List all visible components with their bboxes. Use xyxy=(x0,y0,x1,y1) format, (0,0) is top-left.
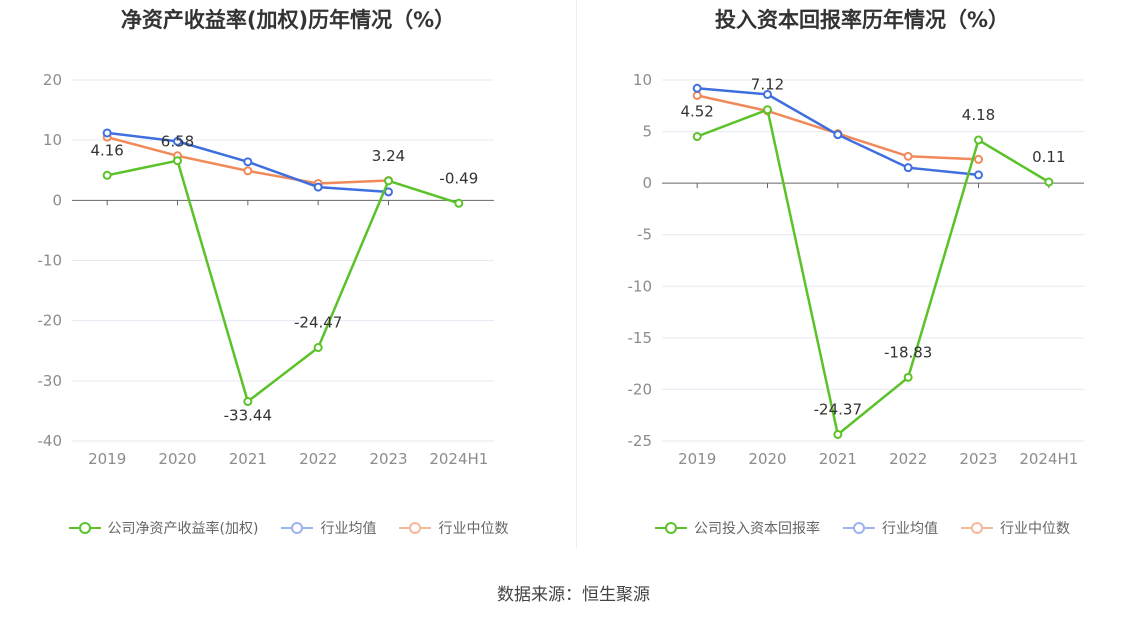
data-point-company xyxy=(1044,177,1054,187)
data-point-industry_avg xyxy=(763,89,772,99)
data-label: 7.12 xyxy=(751,76,784,94)
x-tick-label: 2020 xyxy=(748,450,786,468)
legend-avg-marker-icon xyxy=(281,522,314,534)
y-tick-label: -10 xyxy=(628,277,653,295)
roic-chart-panel: 投入资本回报率历年情况（%） 10 5 0 -5 -10 -15 -20 -25 2019 202… xyxy=(577,0,1147,560)
y-tick-label: -15 xyxy=(628,329,653,347)
x-tick-label: 2019 xyxy=(88,450,126,468)
data-point-company xyxy=(763,105,772,115)
data-label: -33.44 xyxy=(224,407,272,425)
x-tick-label: 2024H1 xyxy=(1019,450,1078,468)
legend-company-marker-icon xyxy=(655,522,687,534)
chart-legend: 公司投入资本回报率 行业均值 行业中位数 xyxy=(577,518,1147,538)
data-point-company xyxy=(313,343,323,353)
series-line-industry_median xyxy=(696,94,979,161)
x-tick-label: 2021 xyxy=(229,450,267,468)
legend-item-company[interactable]: 公司投入资本回报率 xyxy=(654,518,820,538)
data-point-industry_avg xyxy=(692,83,702,93)
x-tick-label: 2022 xyxy=(299,450,337,468)
legend-item-industry-avg[interactable]: 行业均值 xyxy=(280,518,376,538)
data-point-company xyxy=(692,132,702,142)
data-point-company xyxy=(173,156,182,166)
x-tick-label: 2019 xyxy=(678,450,716,468)
x-tick-label: 2023 xyxy=(369,450,407,468)
legend-median-marker-icon xyxy=(399,522,432,534)
data-point-industry_avg xyxy=(974,170,983,180)
data-label: 4.52 xyxy=(680,103,713,121)
data-label: 0.11 xyxy=(1032,148,1065,166)
data-point-company xyxy=(974,135,983,145)
y-tick-label: 0 xyxy=(52,191,62,209)
chart-title: 投入资本回报率历年情况（%） xyxy=(714,8,1010,32)
y-tick-label: -5 xyxy=(637,226,652,244)
y-tick-label: -25 xyxy=(628,432,653,450)
y-tick-label: 10 xyxy=(633,71,652,89)
legend-item-company[interactable]: 公司净资产收益率(加权) xyxy=(68,518,259,538)
data-point-industry_median xyxy=(243,166,253,176)
data-point-industry_avg xyxy=(173,136,182,146)
data-point-company xyxy=(243,397,253,407)
y-tick-label: 10 xyxy=(43,131,62,149)
legend-label: 行业均值 xyxy=(320,521,377,537)
legend-avg-marker-icon xyxy=(843,522,875,534)
data-point-industry_avg xyxy=(833,130,843,140)
data-source: 数据来源：恒生聚源 xyxy=(497,585,650,605)
data-label: -0.49 xyxy=(439,169,478,187)
roic-chart-plot: 10 5 0 -5 -10 -15 -20 -25 2019 2020 2021 2022 2023 20… xyxy=(628,71,1084,468)
data-point-company xyxy=(384,176,393,186)
legend-label: 行业中位数 xyxy=(438,521,509,537)
data-label: 6.58 xyxy=(161,133,194,151)
x-tick-label: 2022 xyxy=(889,450,927,468)
legend-median-marker-icon xyxy=(961,522,993,534)
x-tick-label: 2023 xyxy=(959,450,997,468)
data-point-industry_median xyxy=(974,154,983,164)
x-tick-label: 2024H1 xyxy=(429,450,488,468)
data-label: 3.24 xyxy=(372,147,405,165)
data-point-industry_median xyxy=(692,90,702,100)
x-tick-label: 2020 xyxy=(158,450,196,468)
x-tick-label: 2021 xyxy=(819,450,857,468)
legend-label: 行业中位数 xyxy=(1000,521,1070,537)
y-tick-label: -20 xyxy=(38,312,63,330)
panel-divider xyxy=(576,0,577,548)
data-point-company xyxy=(454,198,464,208)
data-label: 4.18 xyxy=(962,106,995,124)
data-label: -24.47 xyxy=(294,314,342,332)
legend-item-industry-median[interactable]: 行业中位数 xyxy=(398,518,508,538)
y-tick-label: 5 xyxy=(642,123,652,141)
y-tick-label: -20 xyxy=(628,380,653,398)
y-tick-label: 20 xyxy=(43,71,62,89)
legend-company-marker-icon xyxy=(68,522,101,534)
y-tick-label: -10 xyxy=(38,252,63,270)
data-label: -24.37 xyxy=(814,401,862,419)
legend-item-industry-avg[interactable]: 行业均值 xyxy=(842,518,938,538)
data-point-company xyxy=(833,430,843,440)
series-line-company xyxy=(106,159,460,404)
data-label: 4.16 xyxy=(90,141,123,159)
data-point-company xyxy=(102,170,112,180)
roe-chart-panel: 净资产收益率(加权)历年情况（%） 20 10 0 -10 -20 -30 -40 2019 2… xyxy=(0,0,576,560)
roe-chart-plot: 20 10 0 -10 -20 -30 -40 2019 2020 2021 2022 2023 202… xyxy=(38,71,494,468)
data-point-industry_avg xyxy=(313,182,323,192)
y-tick-label: -40 xyxy=(38,432,63,450)
data-point-industry_avg xyxy=(903,163,913,173)
legend-label: 公司投入资本回报率 xyxy=(694,521,820,537)
legend-label: 行业均值 xyxy=(882,521,938,537)
chart-title: 净资产收益率(加权)历年情况（%） xyxy=(120,8,456,32)
y-tick-label: -30 xyxy=(38,372,63,390)
legend-label: 公司净资产收益率(加权) xyxy=(107,521,259,537)
data-point-industry_median xyxy=(903,151,913,161)
data-point-company xyxy=(903,372,913,382)
y-tick-label: 0 xyxy=(642,174,652,192)
chart-legend: 公司净资产收益率(加权) 行业均值 行业中位数 xyxy=(0,518,576,538)
legend-item-industry-median[interactable]: 行业中位数 xyxy=(960,518,1070,538)
series-line-company xyxy=(696,108,1050,437)
data-label: -18.83 xyxy=(884,343,932,361)
data-point-industry_avg xyxy=(102,128,112,138)
data-point-industry_avg xyxy=(243,157,253,167)
